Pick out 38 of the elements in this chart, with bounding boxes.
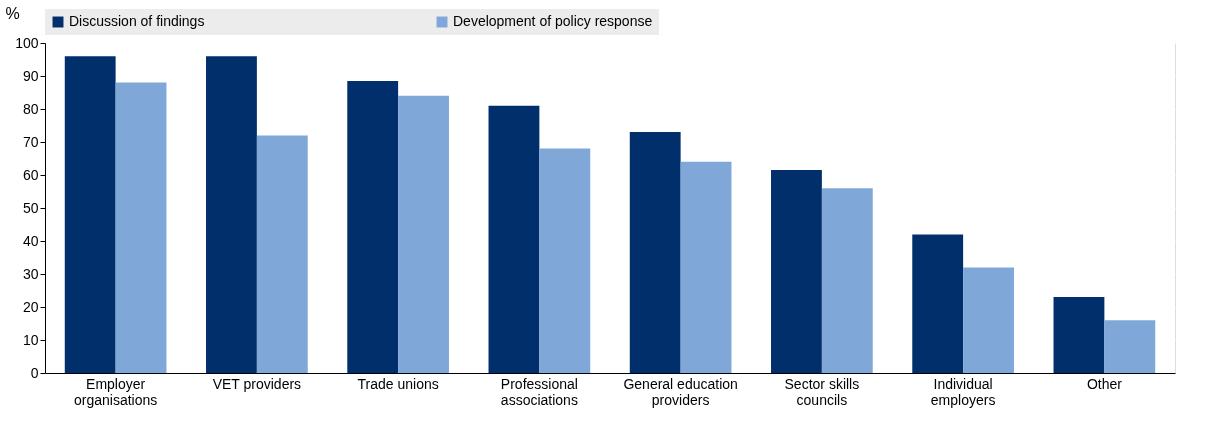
bar [115, 82, 167, 373]
bar [629, 132, 681, 373]
bar [680, 161, 732, 373]
legend-label: Discussion of findings [69, 13, 205, 29]
y-tick-label: 100 [15, 34, 39, 51]
bar [963, 267, 1014, 373]
x-tick-label: VET providers [212, 375, 302, 392]
bar [206, 56, 257, 373]
bar [1053, 297, 1105, 373]
bar [488, 105, 540, 373]
bar [398, 95, 449, 373]
bar [1104, 320, 1156, 373]
bar [64, 56, 116, 373]
bar [347, 80, 399, 373]
y-axis-title: % [5, 4, 20, 22]
x-tick-label: General education providers [623, 375, 738, 408]
x-tick-label: Individual employers [930, 375, 996, 408]
x-tick-label: Sector skills councils [784, 375, 860, 408]
y-tick-label: 20 [22, 298, 39, 315]
bar [771, 170, 822, 373]
y-tick-label: 30 [22, 265, 39, 282]
y-tick-label: 0 [30, 364, 39, 381]
x-tick-label: Trade unions [357, 375, 439, 392]
bar [539, 148, 591, 373]
x-tick-label: Other [1086, 375, 1123, 392]
bar [256, 135, 308, 373]
x-tick-label: Employer organisations [73, 375, 158, 408]
bar [821, 188, 873, 373]
y-tick-label: 60 [22, 166, 39, 183]
y-tick-label: 50 [22, 199, 39, 216]
x-tick-label: Professional associations [500, 375, 578, 408]
y-tick-label: 70 [22, 133, 39, 150]
y-tick-label: 80 [22, 100, 39, 117]
y-tick-label: 40 [22, 232, 39, 249]
y-tick-label: 90 [22, 67, 39, 84]
legend-label: Development of policy response [453, 13, 653, 29]
bar [912, 234, 964, 373]
y-tick-label: 10 [22, 331, 39, 348]
